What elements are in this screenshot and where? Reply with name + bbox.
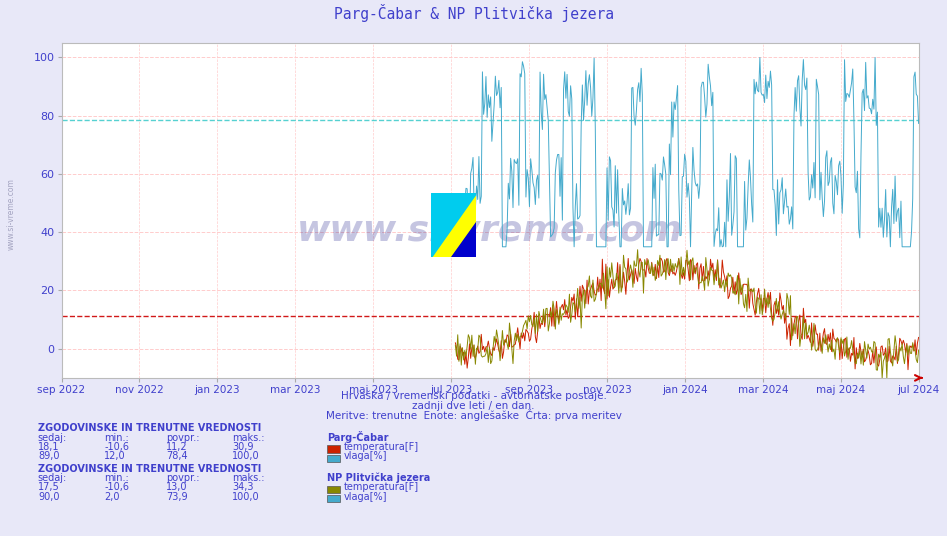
Text: 13,0: 13,0 [166,482,188,493]
Text: maks.:: maks.: [232,473,264,483]
Text: Hrvaška / vremenski podatki - avtomatske postaje.: Hrvaška / vremenski podatki - avtomatske… [341,391,606,401]
Text: povpr.:: povpr.: [166,473,199,483]
Text: 18,1: 18,1 [38,442,60,452]
Text: 30,9: 30,9 [232,442,254,452]
Text: 100,0: 100,0 [232,492,259,502]
Text: min.:: min.: [104,473,129,483]
Text: maks.:: maks.: [232,433,264,443]
Text: www.si-vreme.com: www.si-vreme.com [297,213,683,248]
Text: -10,6: -10,6 [104,442,129,452]
Text: vlaga[%]: vlaga[%] [344,492,387,502]
Text: 73,9: 73,9 [166,492,188,502]
Text: vlaga[%]: vlaga[%] [344,451,387,461]
Text: -10,6: -10,6 [104,482,129,493]
Text: 90,0: 90,0 [38,492,60,502]
Text: povpr.:: povpr.: [166,433,199,443]
Text: www.si-vreme.com: www.si-vreme.com [7,178,16,250]
Text: min.:: min.: [104,433,129,443]
Text: 11,2: 11,2 [166,442,188,452]
Text: sedaj:: sedaj: [38,473,67,483]
Text: zadnji dve leti / en dan.: zadnji dve leti / en dan. [412,401,535,411]
Text: NP Plitvička jezera: NP Plitvička jezera [327,472,430,483]
Text: sedaj:: sedaj: [38,433,67,443]
Polygon shape [452,222,476,257]
Text: temperatura[F]: temperatura[F] [344,442,419,452]
Text: Parg-Čabar: Parg-Čabar [327,430,388,443]
Text: 2,0: 2,0 [104,492,119,502]
Text: ZGODOVINSKE IN TRENUTNE VREDNOSTI: ZGODOVINSKE IN TRENUTNE VREDNOSTI [38,423,261,434]
Text: Parg-Čabar & NP Plitvička jezera: Parg-Čabar & NP Plitvička jezera [333,4,614,22]
Text: Meritve: trenutne  Enote: anglešaške  Črta: prva meritev: Meritve: trenutne Enote: anglešaške Črta… [326,408,621,421]
Polygon shape [431,193,476,257]
Text: ZGODOVINSKE IN TRENUTNE VREDNOSTI: ZGODOVINSKE IN TRENUTNE VREDNOSTI [38,464,261,474]
Text: 17,5: 17,5 [38,482,60,493]
Text: 34,3: 34,3 [232,482,254,493]
Polygon shape [431,193,476,257]
Text: 100,0: 100,0 [232,451,259,461]
Text: 78,4: 78,4 [166,451,188,461]
Text: 12,0: 12,0 [104,451,126,461]
Text: 89,0: 89,0 [38,451,60,461]
Text: temperatura[F]: temperatura[F] [344,482,419,493]
